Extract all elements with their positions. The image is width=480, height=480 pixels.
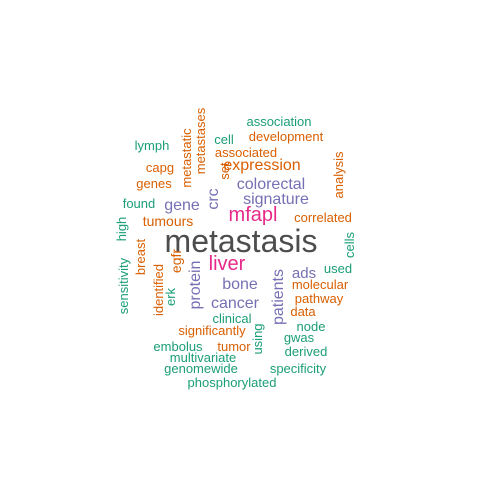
- word-cancer: cancer: [211, 295, 260, 312]
- word-ads: ads: [292, 265, 316, 282]
- word-multivariate: multivariate: [170, 350, 236, 365]
- word-clinical: clinical: [212, 311, 251, 326]
- word-metastases: metastases: [193, 107, 208, 174]
- word-breast: breast: [133, 239, 148, 276]
- word-erk: erk: [163, 287, 178, 306]
- word-set: set: [217, 162, 232, 180]
- word-tumours: tumours: [143, 213, 194, 229]
- word-genomewide: genomewide: [164, 361, 238, 376]
- word-association: association: [246, 114, 311, 129]
- word-molecular: molecular: [292, 277, 349, 292]
- word-correlated: correlated: [294, 210, 352, 225]
- word-gwas: gwas: [284, 330, 315, 345]
- word-metastasis: metastasis: [165, 223, 318, 259]
- word-lymph: lymph: [135, 138, 170, 153]
- word-protein: protein: [187, 261, 204, 310]
- word-colorectal: colorectal: [237, 176, 305, 193]
- word-identified: identified: [151, 264, 166, 316]
- word-bone: bone: [222, 276, 258, 293]
- word-signature: signature: [243, 191, 309, 208]
- word-expression: expression: [223, 157, 300, 174]
- word-used: used: [324, 261, 352, 276]
- word-node: node: [297, 319, 326, 334]
- word-using: using: [250, 323, 265, 354]
- word-liver: liver: [209, 253, 246, 275]
- word-pathway: pathway: [295, 291, 344, 306]
- word-mfapl: mfapl: [229, 204, 278, 226]
- word-phosphorylated: phosphorylated: [188, 375, 277, 390]
- word-sensitivity: sensitivity: [116, 257, 131, 314]
- word-cell: cell: [214, 132, 234, 147]
- word-derived: derived: [285, 344, 328, 359]
- word-cells: cells: [342, 232, 357, 259]
- word-crc: crc: [205, 188, 222, 209]
- word-analysis: analysis: [331, 151, 346, 198]
- word-data: data: [290, 304, 316, 319]
- word-capg: capg: [146, 160, 174, 175]
- word-development: development: [249, 129, 324, 144]
- word-tumor: tumor: [217, 339, 251, 354]
- word-egfr: egfr: [168, 249, 184, 273]
- word-specificity: specificity: [270, 361, 327, 376]
- word-gene: gene: [164, 197, 200, 214]
- word-significantly: significantly: [178, 323, 246, 338]
- word-associated: associated: [215, 145, 277, 160]
- word-genes: genes: [136, 176, 172, 191]
- word-embolus: embolus: [153, 339, 203, 354]
- word-patients: patients: [270, 269, 287, 325]
- word-high: high: [114, 217, 129, 242]
- word-found: found: [123, 196, 156, 211]
- word-metastatic: metastatic: [179, 128, 194, 188]
